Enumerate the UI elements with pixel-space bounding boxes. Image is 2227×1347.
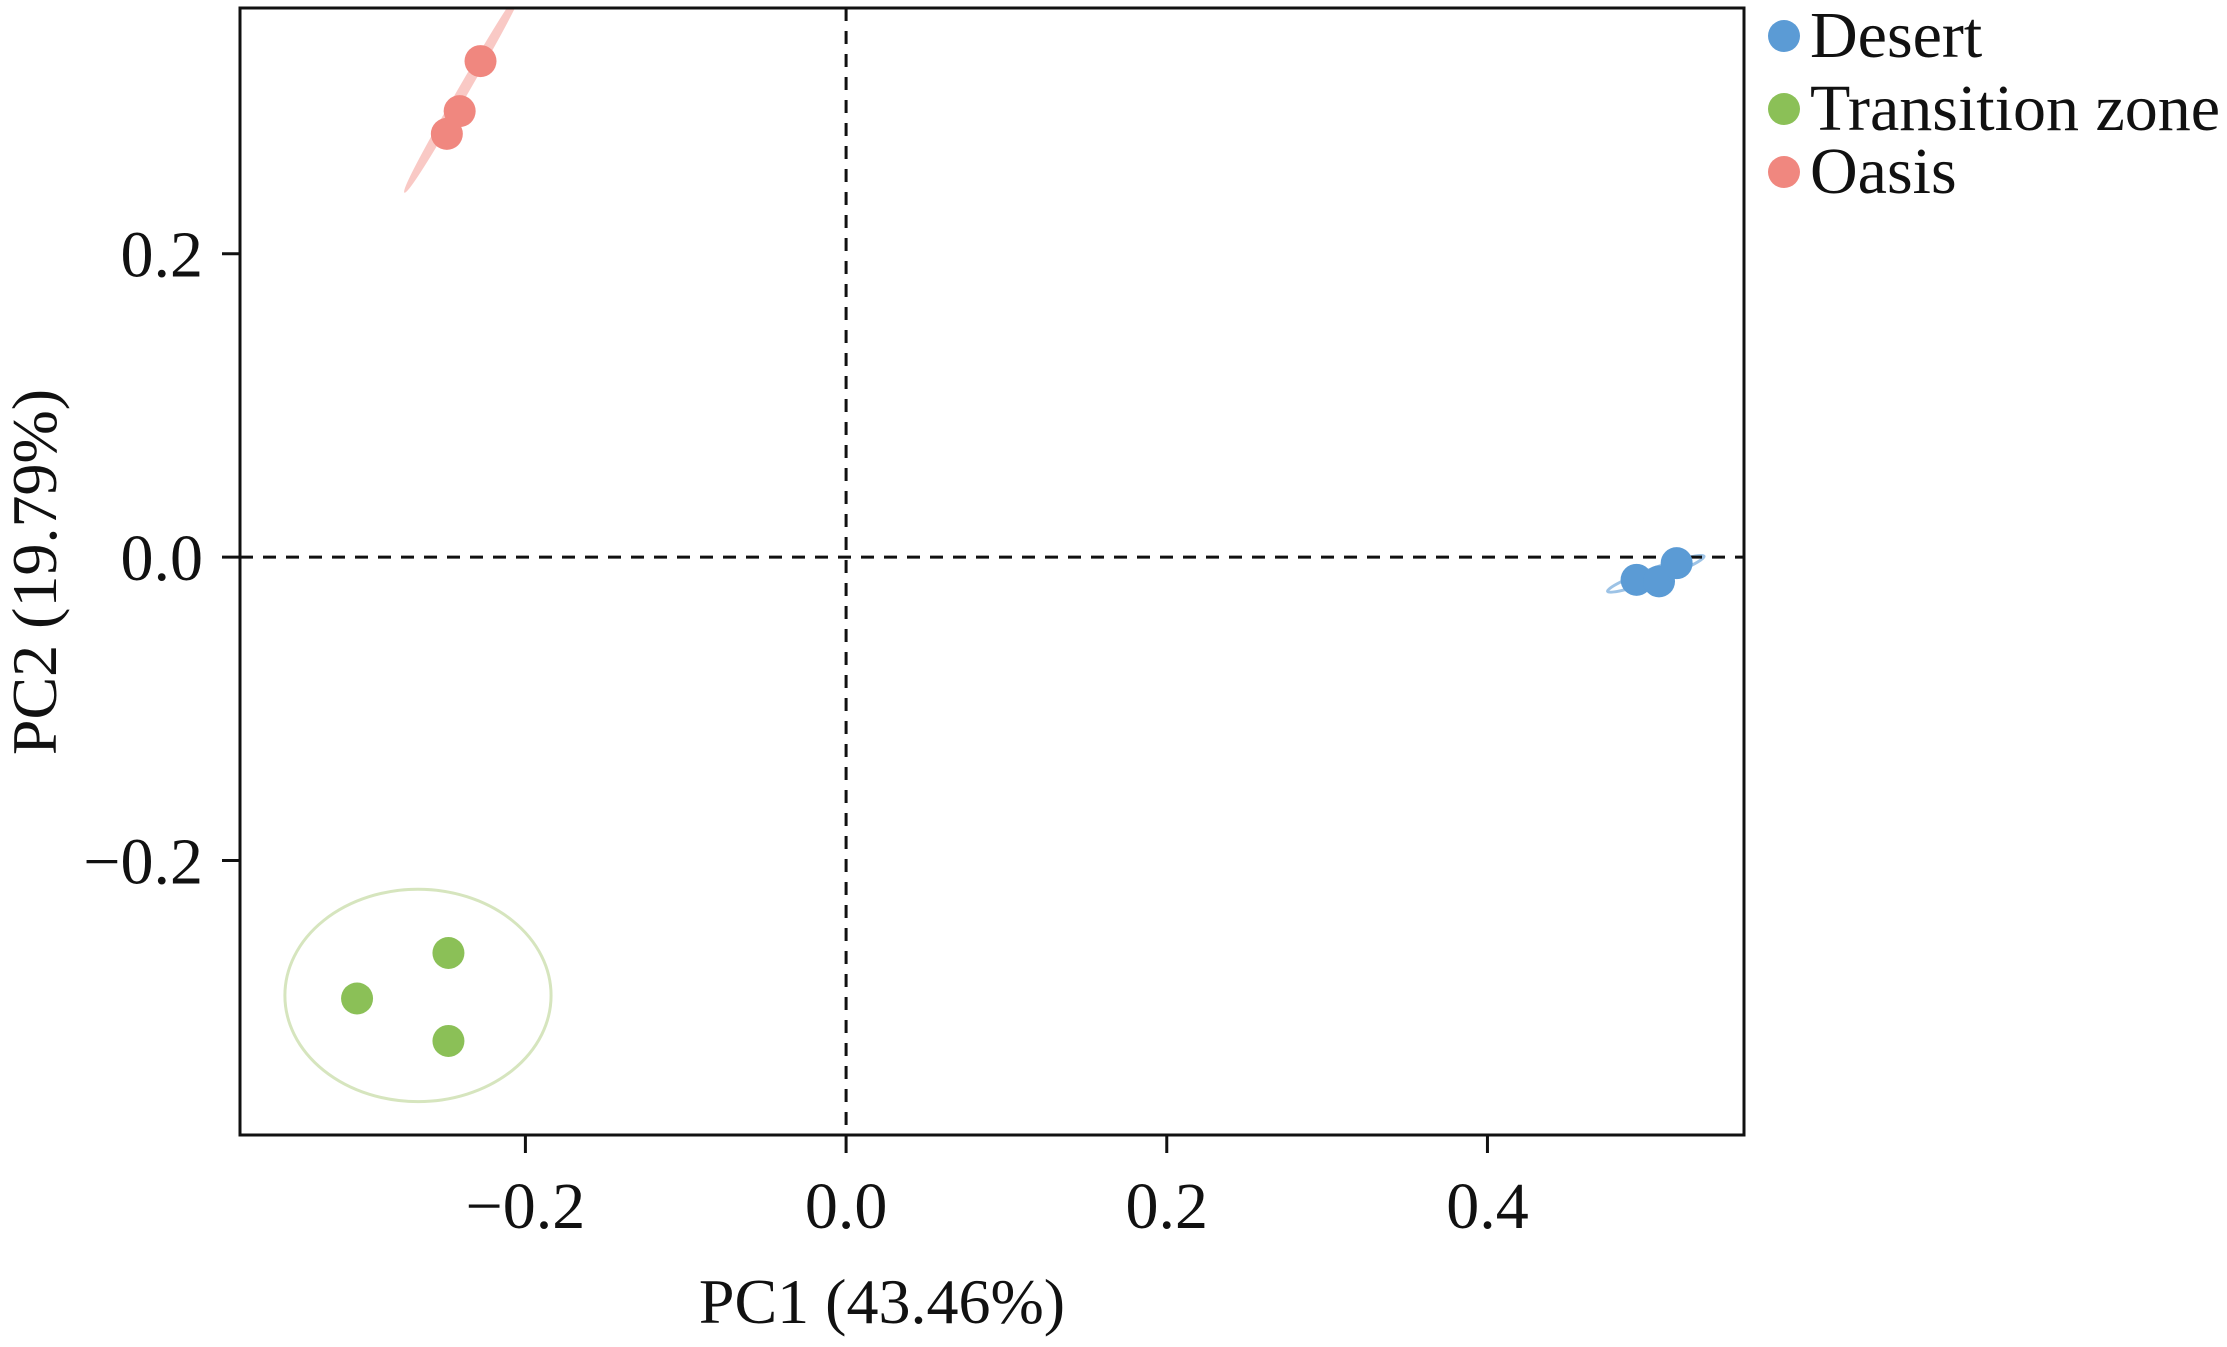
x-tick-label: 0.4: [1446, 1170, 1529, 1243]
data-points: [341, 45, 1693, 1057]
legend-label-transition-zone: Transition zone: [1810, 72, 2220, 145]
y-axis: −0.2 0.0 0.2: [83, 219, 240, 898]
legend-marker-transition-zone: [1768, 93, 1800, 125]
x-axis-title: PC1 (43.46%): [699, 1266, 1065, 1337]
point-transition-zone: [341, 982, 374, 1015]
confidence-ellipses: [283, 8, 1706, 1104]
ellipse-transition-zone: [283, 887, 553, 1104]
point-oasis: [464, 45, 497, 78]
point-oasis: [430, 117, 463, 150]
point-transition-zone: [432, 936, 465, 969]
x-tick-label: 0.0: [805, 1170, 888, 1243]
legend-label-oasis: Oasis: [1810, 135, 1957, 208]
y-axis-title: PC2 (19.79%): [0, 389, 70, 755]
x-axis: −0.2 0.0 0.2 0.4: [466, 1135, 1529, 1243]
reference-lines: [240, 8, 1744, 1135]
y-tick-label: 0.0: [121, 522, 204, 595]
x-tick-label: 0.2: [1126, 1170, 1209, 1243]
legend-label-desert: Desert: [1810, 0, 1982, 72]
legend-marker-oasis: [1768, 156, 1800, 188]
y-tick-label: −0.2: [83, 825, 203, 898]
x-tick-label: −0.2: [466, 1170, 586, 1243]
legend-marker-desert: [1768, 20, 1800, 52]
y-tick-label: 0.2: [121, 219, 204, 292]
point-transition-zone: [432, 1024, 465, 1057]
point-desert: [1660, 547, 1693, 580]
plot-frame: [238, 6, 1746, 1137]
